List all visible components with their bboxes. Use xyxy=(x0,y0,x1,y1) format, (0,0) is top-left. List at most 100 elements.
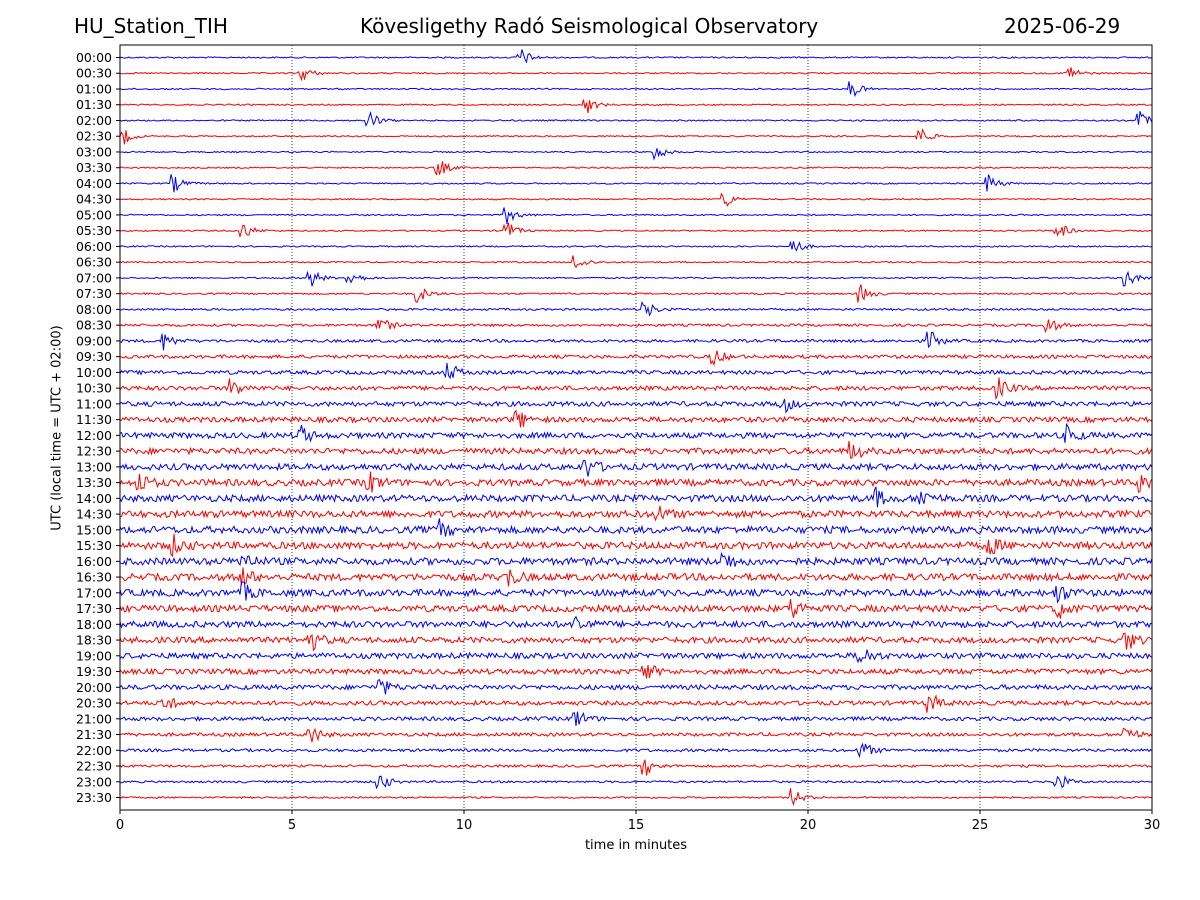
y-tick-label: 05:30 xyxy=(76,223,112,238)
trace-0200 xyxy=(119,110,1153,127)
trace-2000 xyxy=(119,679,1153,695)
y-tick-label: 22:00 xyxy=(76,743,112,758)
y-tick-label: 02:30 xyxy=(76,129,112,144)
y-tick-label: 15:30 xyxy=(76,538,112,553)
trace-0330 xyxy=(119,161,1153,176)
trace-0930 xyxy=(119,350,1153,367)
y-tick-label: 17:30 xyxy=(76,601,112,616)
trace-0300 xyxy=(119,148,1153,161)
y-tick-label: 14:30 xyxy=(76,507,112,522)
y-tick-label: 13:30 xyxy=(76,475,112,490)
trace-2100 xyxy=(119,711,1153,726)
trace-1800 xyxy=(119,615,1153,630)
trace-1130 xyxy=(119,409,1153,428)
trace-0230 xyxy=(119,128,1153,145)
y-tick-label: 02:00 xyxy=(76,113,112,128)
trace-2200 xyxy=(119,742,1153,759)
y-tick-label: 09:00 xyxy=(76,333,112,348)
y-tick-label: 01:30 xyxy=(76,97,112,112)
y-tick-label: 23:30 xyxy=(76,790,112,805)
trace-1630 xyxy=(119,567,1153,587)
y-tick-label: 18:30 xyxy=(76,633,112,648)
trace-2300 xyxy=(119,775,1153,790)
trace-0600 xyxy=(119,240,1153,252)
trace-1900 xyxy=(119,649,1153,664)
y-tick-label: 13:00 xyxy=(76,459,112,474)
trace-1400 xyxy=(119,486,1153,508)
y-tick-label: 14:00 xyxy=(76,491,112,506)
x-tick-label: 20 xyxy=(800,818,817,833)
y-tick-label: 08:30 xyxy=(76,318,112,333)
trace-0530 xyxy=(119,222,1153,238)
trace-0630 xyxy=(119,255,1153,269)
y-tick-label: 03:00 xyxy=(76,144,112,159)
y-tick-label: 03:30 xyxy=(76,160,112,175)
y-tick-label: 10:00 xyxy=(76,365,112,380)
trace-2330 xyxy=(119,788,1153,807)
chart-title: Kövesligethy Radó Seismological Observat… xyxy=(360,14,819,38)
chart-date: 2025-06-29 xyxy=(1004,14,1121,38)
y-tick-label: 18:00 xyxy=(76,617,112,632)
trace-1600 xyxy=(119,551,1153,567)
y-tick-label: 15:00 xyxy=(76,522,112,537)
y-tick-label: 16:30 xyxy=(76,570,112,585)
trace-0100 xyxy=(119,81,1153,98)
trace-1830 xyxy=(119,632,1153,652)
trace-1230 xyxy=(119,441,1153,459)
y-tick-label: 11:30 xyxy=(76,412,112,427)
y-tick-label: 19:30 xyxy=(76,664,112,679)
trace-0830 xyxy=(119,319,1153,333)
trace-1330 xyxy=(119,471,1153,494)
trace-1300 xyxy=(119,459,1153,477)
y-tick-label: 22:30 xyxy=(76,759,112,774)
trace-0700 xyxy=(119,270,1153,287)
y-tick-label: 11:00 xyxy=(76,396,112,411)
y-tick-label: 20:30 xyxy=(76,696,112,711)
y-tick-label: 04:00 xyxy=(76,176,112,191)
y-tick-label: 07:30 xyxy=(76,286,112,301)
trace-0430 xyxy=(119,192,1153,207)
y-tick-label: 19:00 xyxy=(76,648,112,663)
y-tick-label: 06:30 xyxy=(76,255,112,270)
trace-1100 xyxy=(119,398,1153,414)
x-tick-label: 15 xyxy=(628,818,645,833)
x-tick-label: 25 xyxy=(972,818,989,833)
y-tick-label: 07:00 xyxy=(76,270,112,285)
trace-1430 xyxy=(119,505,1152,522)
y-tick-label: 05:00 xyxy=(76,207,112,222)
y-tick-label: 10:30 xyxy=(76,381,112,396)
trace-0030 xyxy=(119,67,1153,82)
trace-1930 xyxy=(119,664,1153,679)
trace-2230 xyxy=(119,759,1153,776)
y-tick-label: 12:30 xyxy=(76,444,112,459)
trace-1500 xyxy=(119,518,1153,537)
trace-1530 xyxy=(119,533,1153,558)
trace-0400 xyxy=(119,174,1153,193)
trace-1700 xyxy=(119,580,1153,604)
y-tick-label: 06:00 xyxy=(76,239,112,254)
trace-0730 xyxy=(119,284,1153,304)
y-tick-label: 08:00 xyxy=(76,302,112,317)
trace-1730 xyxy=(119,599,1153,619)
y-tick-label: 21:30 xyxy=(76,727,112,742)
trace-2130 xyxy=(119,727,1153,743)
y-tick-label: 00:00 xyxy=(76,50,112,65)
y-tick-label: 23:00 xyxy=(76,774,112,789)
y-tick-label: 00:30 xyxy=(76,66,112,81)
trace-0900 xyxy=(119,331,1153,351)
trace-0000 xyxy=(119,49,1153,64)
y-tick-label: 21:00 xyxy=(76,711,112,726)
x-axis-label: time in minutes xyxy=(584,838,688,853)
y-tick-label: 20:00 xyxy=(76,680,112,695)
y-tick-label: 01:00 xyxy=(76,81,112,96)
station-name: HU_Station_TIH xyxy=(74,14,228,38)
trace-2030 xyxy=(119,694,1153,713)
trace-0130 xyxy=(119,99,1153,114)
y-tick-label: 04:30 xyxy=(76,192,112,207)
trace-1200 xyxy=(119,422,1153,443)
x-tick-label: 0 xyxy=(116,818,124,833)
trace-1030 xyxy=(119,377,1153,401)
trace-0800 xyxy=(119,300,1153,317)
y-tick-label: 09:30 xyxy=(76,349,112,364)
